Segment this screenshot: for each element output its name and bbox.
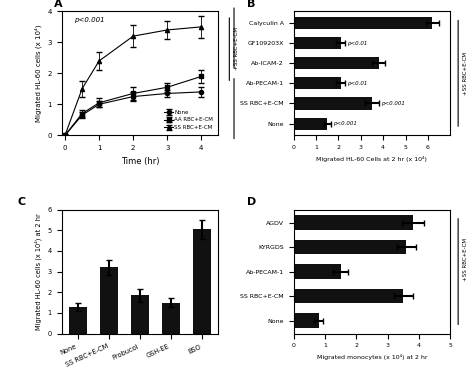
Bar	[100, 268, 118, 334]
Bar	[293, 313, 319, 328]
Bar	[162, 302, 180, 334]
Text: B: B	[246, 0, 255, 9]
Bar	[192, 229, 211, 334]
Bar	[293, 215, 413, 230]
X-axis label: Migrated HL-60 Cells at 2 hr (x 10⁴): Migrated HL-60 Cells at 2 hr (x 10⁴)	[317, 155, 428, 161]
Y-axis label: Migrated HL-60 cells (x 10⁴) at 2 hr: Migrated HL-60 cells (x 10⁴) at 2 hr	[35, 213, 42, 330]
Text: p<0.01: p<0.01	[347, 81, 368, 86]
Legend: None, AA RBC+E-CM, SS RBC+E-CM: None, AA RBC+E-CM, SS RBC+E-CM	[162, 108, 216, 133]
Bar	[293, 57, 379, 69]
Bar	[293, 240, 406, 254]
Text: +SS RBC+E-CM: +SS RBC+E-CM	[234, 27, 239, 70]
Bar	[131, 295, 149, 334]
Text: +SS RBC+E-CM: +SS RBC+E-CM	[463, 52, 468, 95]
Bar	[293, 289, 403, 304]
Bar	[293, 17, 432, 29]
Bar	[293, 77, 341, 89]
Text: D: D	[246, 197, 256, 207]
Text: p<0.001: p<0.001	[333, 121, 356, 126]
Text: C: C	[18, 197, 26, 207]
Text: A: A	[54, 0, 63, 9]
Text: p<0.001: p<0.001	[381, 101, 405, 106]
Y-axis label: Migrated HL-60 cells (x 10⁴): Migrated HL-60 cells (x 10⁴)	[34, 25, 42, 122]
Text: p<0.001: p<0.001	[73, 17, 104, 23]
Bar	[293, 97, 372, 110]
Text: p<0.01: p<0.01	[347, 41, 368, 45]
Bar	[69, 307, 87, 334]
Text: +SS RBC+E-CM: +SS RBC+E-CM	[463, 238, 468, 281]
Bar	[293, 117, 327, 130]
Bar	[293, 264, 341, 279]
X-axis label: Migrated monocytes (x 10⁴) at 2 hr: Migrated monocytes (x 10⁴) at 2 hr	[317, 354, 427, 360]
X-axis label: Time (hr): Time (hr)	[121, 157, 159, 166]
Bar	[293, 37, 341, 49]
